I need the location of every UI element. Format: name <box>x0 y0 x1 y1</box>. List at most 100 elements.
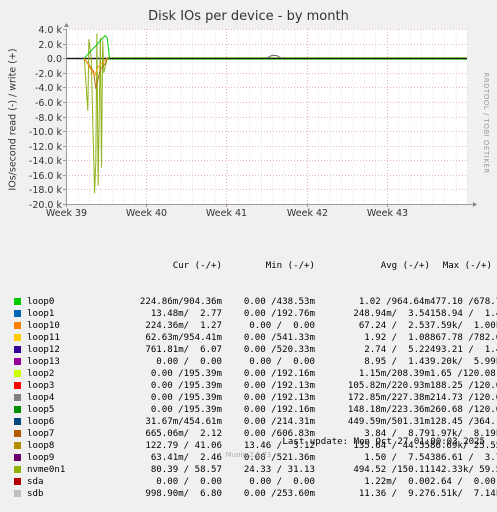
legend-avg: 1.92 / 1.08 <box>364 333 430 343</box>
legend-cur: 0.00 /195.39m <box>150 381 222 391</box>
y-tick-label: -4.0 k <box>35 83 63 94</box>
x-tick-label: Week 42 <box>287 208 328 219</box>
legend-swatch <box>14 310 21 317</box>
legend-avg: 248.94m/ 3.54 <box>353 309 430 319</box>
legend-min: 0.00 /192.76m <box>243 309 315 319</box>
legend-max: 1.97k/ 8.19k <box>430 429 497 439</box>
legend-row-loop6: loop6 31.67m/454.61m 0.00 /214.31m 449.59m/… <box>0 416 497 428</box>
legend-min: 0.00 /438.53m <box>243 297 315 307</box>
legend-swatch <box>14 478 21 485</box>
legend-avg: 1.22m/ 0.00 <box>364 477 430 487</box>
legend-min: 24.33 / 31.13 <box>243 465 315 475</box>
legend-header-min: Min (-/+) <box>265 261 315 271</box>
legend-cur: 13.48m/ 2.77 <box>150 309 222 319</box>
x-tick-label: Week 40 <box>126 208 167 219</box>
legend-swatch <box>14 394 21 401</box>
legend-avg: 67.24 / 2.53 <box>358 321 430 331</box>
legend-cur: 0.00 / 0.00 <box>156 357 222 367</box>
legend-row-loop9: loop9 63.41m/ 2.46 0.00 /521.36m 1.50 / 7.5… <box>0 452 497 464</box>
legend-row-loop11: loop11 62.63m/954.41m 0.00 /541.33m 1.92 / … <box>0 332 497 344</box>
legend-avg: 172.85m/227.38m <box>347 393 430 403</box>
legend-max: 1.65 /120.08 <box>430 369 496 379</box>
x-tick-label: Week 41 <box>206 208 247 219</box>
legend-cur: 80.39 / 58.57 <box>150 465 222 475</box>
legend-min: 0.00 /606.83m <box>243 429 315 439</box>
legend-avg: 3.84 / 8.79 <box>364 429 430 439</box>
legend-min: 0.00 / 0.00 <box>249 477 315 487</box>
legend-cur: 63.41m/ 2.46 <box>150 453 222 463</box>
legend-name: loop5 <box>27 405 55 415</box>
legend-swatch <box>14 298 21 305</box>
legend-name: loop7 <box>27 429 55 439</box>
legend-max: 214.73 /120.08 <box>430 393 497 403</box>
legend-max: 493.21 / 1.44k <box>430 345 497 355</box>
legend-cur: 224.86m/904.36m <box>139 297 222 307</box>
y-tick-label: -16.0 k <box>29 171 63 182</box>
legend-row-loop1: loop1 13.48m/ 2.77 0.00 /192.76m 248.94m/ 3… <box>0 308 497 320</box>
legend-max: 867.78 /782.69 <box>430 333 497 343</box>
legend-cur: 665.06m/ 2.12 <box>145 429 222 439</box>
legend-row-loop3: loop3 0.00 /195.39m 0.00 /192.13m 105.82m/2… <box>0 380 497 392</box>
legend-swatch <box>14 334 21 341</box>
legend-avg: 494.52 /150.11 <box>353 465 430 475</box>
legend-row-sdb: sdb 998.90m/ 6.80 0.00 /253.60m 11.36 / 9.2… <box>0 488 497 500</box>
legend-cur: 0.00 / 0.00 <box>156 477 222 487</box>
chart-title: Disk IOs per device - by month <box>148 9 349 24</box>
munin-version: Munin 2.0.73 <box>225 451 272 459</box>
legend-max: 2.64 / 0.00 <box>430 477 496 487</box>
legend-max: 86.69k/ 25.55k <box>430 441 497 451</box>
legend-min: 0.00 /520.33m <box>243 345 315 355</box>
legend-row-loop5: loop5 0.00 /195.39m 0.00 /192.16m 148.18m/2… <box>0 404 497 416</box>
legend-avg: 148.18m/223.36m <box>347 405 430 415</box>
legend-max: 188.25 /120.08 <box>430 381 497 391</box>
legend-swatch <box>14 322 21 329</box>
legend-name: loop10 <box>27 321 60 331</box>
legend-row-loop8: loop8 122.79 / 41.06 13.46 / 3.12 135.64 / … <box>0 440 497 452</box>
legend-min: 0.00 /192.13m <box>243 381 315 391</box>
legend-avg: 2.74 / 5.22 <box>364 345 430 355</box>
legend-min: 0.00 /192.13m <box>243 393 315 403</box>
legend-cur: 0.00 /195.39m <box>150 393 222 403</box>
y-tick-label: 4.0 k <box>38 25 62 36</box>
legend-swatch <box>14 406 21 413</box>
legend-cur: 31.67m/454.61m <box>145 417 222 427</box>
legend-row-loop0: loop0 224.86m/904.36m 0.00 /438.53m 1.02 /9… <box>0 296 497 308</box>
series-line-loop10 <box>83 57 108 77</box>
legend-max: 158.94 / 1.46k <box>430 309 497 319</box>
y-tick-label: -6.0 k <box>35 98 63 109</box>
legend-name: loop12 <box>27 345 60 355</box>
legend-swatch <box>14 418 21 425</box>
legend-min: 0.00 /192.16m <box>243 369 315 379</box>
legend-row-loop12: loop12 761.81m/ 6.07 0.00 /520.33m 2.74 / 5… <box>0 344 497 356</box>
series-line-loop0 <box>83 34 110 59</box>
legend-max: 128.45 /364.15 <box>430 417 497 427</box>
x-axis-arrow <box>473 202 477 207</box>
legend-row-loop7: loop7 665.06m/ 2.12 0.00 /606.83m 3.84 / 8.… <box>0 428 497 440</box>
legend-min: 0.00 /253.60m <box>243 489 315 499</box>
legend-min: 13.46 / 3.12 <box>243 441 315 451</box>
series-line-nvme0n1 <box>83 33 108 194</box>
legend-min: 0.00 / 0.00 <box>249 357 315 367</box>
legend-max: 260.68 /120.08 <box>430 405 497 415</box>
chart-plot: 4.0 k 2.0 k 0.0 -2.0 k -4.0 k -6.0 k -8.0 k -10… <box>29 23 477 219</box>
legend-header-max: Max (-/+) <box>442 261 492 271</box>
legend-cur: 761.81m/ 6.07 <box>145 345 222 355</box>
y-tick-label: 2.0 k <box>38 40 62 51</box>
legend-name: loop8 <box>27 441 55 451</box>
legend-max: 142.33k/ 59.58k <box>430 465 497 475</box>
legend-swatch <box>14 466 21 473</box>
legend-row-sda: sda 0.00 / 0.00 0.00 / 0.00 1.22m/ 0.00 2.64… <box>0 476 497 488</box>
legend-max: 6.51k/ 7.14k <box>430 489 497 499</box>
legend-row-nvme0n1: nvme0n1 80.39 / 58.57 24.33 / 31.13 494.52 … <box>0 464 497 476</box>
legend-avg: 1.15m/208.39m <box>358 369 430 379</box>
legend-header-cur: Cur (-/+) <box>172 261 222 271</box>
legend-min: 0.00 /214.31m <box>243 417 315 427</box>
y-tick-label: -10.0 k <box>29 127 63 138</box>
legend-name: loop3 <box>27 381 55 391</box>
legend-name: loop9 <box>27 453 55 463</box>
legend-rows: loop0 224.86m/904.36m 0.00 /438.53m 1.02 /9… <box>0 296 497 500</box>
legend-max: 477.10 /678.79 <box>430 297 497 307</box>
legend-swatch <box>14 430 21 437</box>
legend-avg: 135.64 / 44.55 <box>353 441 430 451</box>
legend-cur: 224.36m/ 1.27 <box>145 321 222 331</box>
